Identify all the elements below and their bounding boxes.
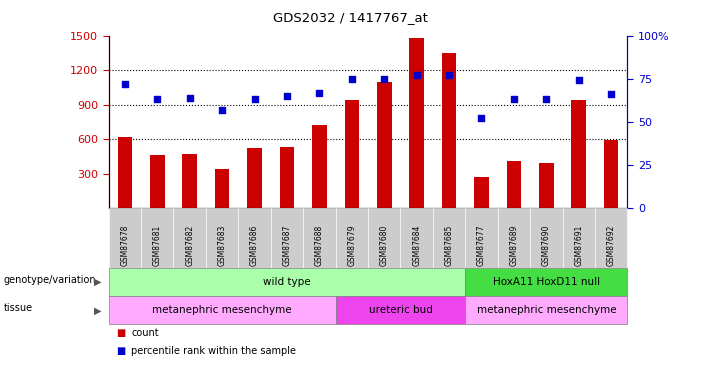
Text: ▶: ▶	[94, 277, 102, 287]
Bar	[215, 169, 229, 208]
Text: HoxA11 HoxD11 null: HoxA11 HoxD11 null	[493, 277, 600, 287]
Bar	[539, 163, 554, 208]
Text: GSM87682: GSM87682	[185, 225, 194, 266]
Text: GSM87684: GSM87684	[412, 225, 421, 266]
Bar	[247, 148, 262, 208]
Point	[151, 96, 163, 102]
Text: GSM87686: GSM87686	[250, 225, 259, 266]
Point	[281, 93, 292, 99]
Text: GSM87685: GSM87685	[444, 225, 454, 266]
Text: ■: ■	[116, 346, 125, 356]
Point	[476, 116, 487, 122]
Text: GSM87687: GSM87687	[283, 225, 292, 266]
Text: GSM87681: GSM87681	[153, 225, 162, 266]
Text: ■: ■	[116, 328, 125, 338]
Text: GDS2032 / 1417767_at: GDS2032 / 1417767_at	[273, 11, 428, 24]
Text: GSM87678: GSM87678	[121, 225, 130, 266]
Point	[217, 107, 228, 113]
Bar	[280, 147, 294, 208]
Bar	[507, 161, 522, 208]
Point	[411, 72, 422, 78]
Text: ureteric bud: ureteric bud	[369, 305, 433, 315]
Text: count: count	[131, 328, 158, 338]
Point	[540, 96, 552, 102]
Text: GSM87689: GSM87689	[510, 225, 519, 266]
Bar	[312, 125, 327, 208]
Text: GSM87688: GSM87688	[315, 225, 324, 266]
Bar	[150, 155, 165, 208]
Text: GSM87677: GSM87677	[477, 225, 486, 266]
Point	[606, 91, 617, 97]
Point	[314, 90, 325, 96]
Bar	[571, 100, 586, 208]
Bar	[377, 82, 392, 208]
Point	[573, 78, 585, 84]
Point	[379, 76, 390, 82]
Bar	[409, 38, 424, 208]
Text: GSM87692: GSM87692	[606, 225, 615, 266]
Text: GSM87680: GSM87680	[380, 225, 389, 266]
Text: percentile rank within the sample: percentile rank within the sample	[131, 346, 296, 356]
Text: genotype/variation: genotype/variation	[4, 275, 96, 285]
Text: GSM87691: GSM87691	[574, 225, 583, 266]
Text: metanephric mesenchyme: metanephric mesenchyme	[152, 305, 292, 315]
Text: tissue: tissue	[4, 303, 33, 313]
Bar	[344, 100, 359, 208]
Point	[508, 96, 519, 102]
Point	[119, 81, 130, 87]
Text: wild type: wild type	[263, 277, 311, 287]
Point	[184, 95, 196, 101]
Text: metanephric mesenchyme: metanephric mesenchyme	[477, 305, 616, 315]
Bar	[474, 177, 489, 208]
Bar	[118, 137, 132, 208]
Point	[444, 72, 455, 78]
Text: ▶: ▶	[94, 305, 102, 315]
Point	[249, 96, 260, 102]
Bar	[442, 53, 456, 208]
Text: GSM87679: GSM87679	[347, 225, 356, 266]
Text: GSM87690: GSM87690	[542, 225, 551, 266]
Bar	[604, 140, 618, 208]
Text: GSM87683: GSM87683	[217, 225, 226, 266]
Bar	[182, 154, 197, 208]
Point	[346, 76, 358, 82]
